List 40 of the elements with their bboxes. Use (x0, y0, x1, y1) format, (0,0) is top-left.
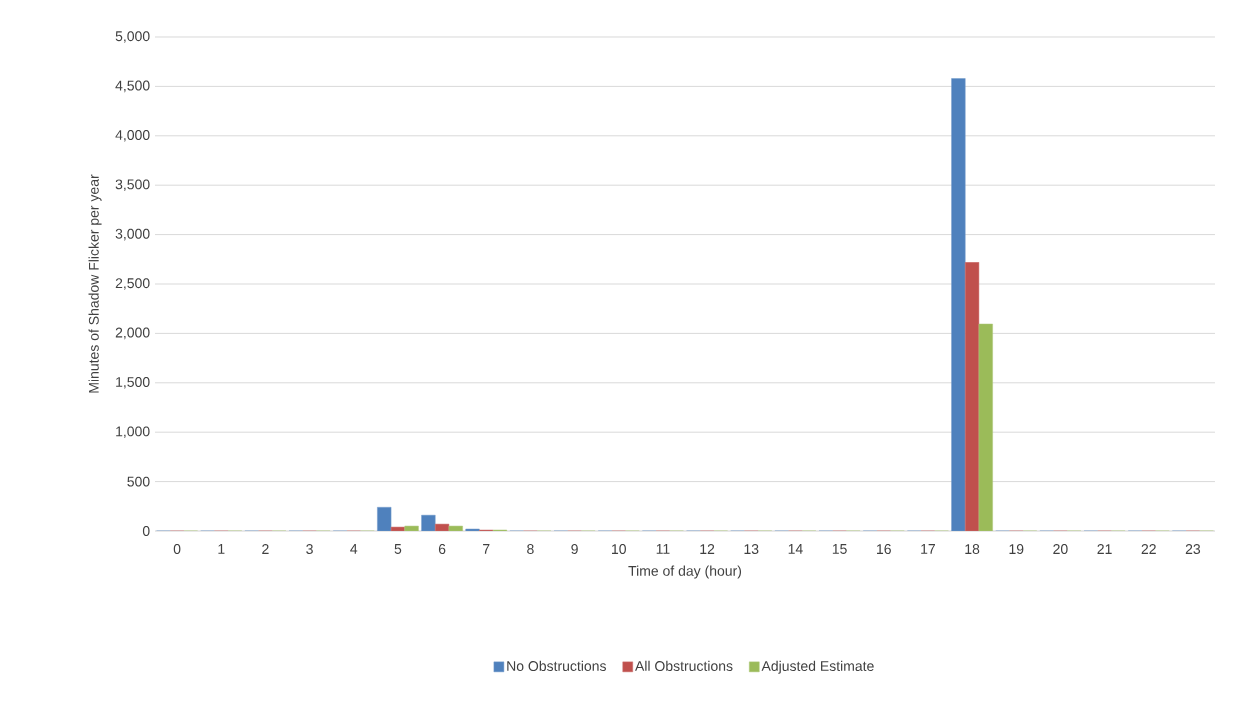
x-tick-label: 19 (1009, 544, 1024, 555)
legend-label: Adjusted Estimate (761, 660, 874, 674)
y-tick-label: 4,500 (115, 80, 150, 93)
x-tick-label: 23 (1185, 544, 1201, 555)
x-tick-label: 22 (1141, 544, 1156, 554)
y-tick-label: 3,500 (115, 179, 150, 191)
x-tick-label: 13 (744, 544, 759, 555)
y-tick-label: 2,000 (115, 327, 150, 340)
x-tick-label: 15 (832, 544, 847, 554)
x-tick-label: 20 (1053, 544, 1068, 555)
x-tick-label: 12 (700, 544, 715, 554)
x-tick-label: 18 (965, 544, 980, 555)
x-tick-label: 11 (656, 544, 670, 554)
x-tick-label: 14 (788, 544, 803, 554)
x-tick-label: 6 (438, 544, 446, 555)
y-axis-title: Minutes of Shadow Flicker per year (88, 174, 102, 393)
x-tick-label: 7 (483, 544, 490, 554)
x-tick-label: 21 (1097, 544, 1112, 554)
x-tick-label: 3 (306, 544, 313, 555)
x-axis-title: Time of day (hour) (628, 565, 742, 579)
x-tick-label: 17 (921, 544, 935, 554)
y-tick-label: 3,000 (115, 228, 150, 241)
x-tick-label: 0 (173, 544, 181, 555)
y-tick-label: 2,500 (115, 278, 150, 290)
x-tick-label: 8 (527, 544, 534, 555)
x-tick-label: 4 (350, 544, 358, 554)
x-tick-label: 5 (394, 544, 402, 554)
legend-label: All Obstructions (635, 660, 733, 672)
legend-label: No Obstructions (507, 660, 606, 672)
y-tick-label: 500 (127, 476, 150, 487)
x-tick-label: 1 (218, 544, 225, 554)
x-tick-label: 2 (262, 544, 269, 554)
x-tick-label: 16 (877, 544, 891, 555)
y-tick-label: 1,000 (116, 426, 150, 438)
y-tick-label: 1,500 (116, 377, 150, 389)
y-tick-label: 5,000 (115, 31, 150, 43)
y-tick-label: 0 (142, 526, 150, 536)
y-tick-label: 4,000 (115, 130, 150, 142)
x-tick-label: 10 (612, 544, 626, 555)
x-tick-label: 9 (571, 544, 578, 555)
